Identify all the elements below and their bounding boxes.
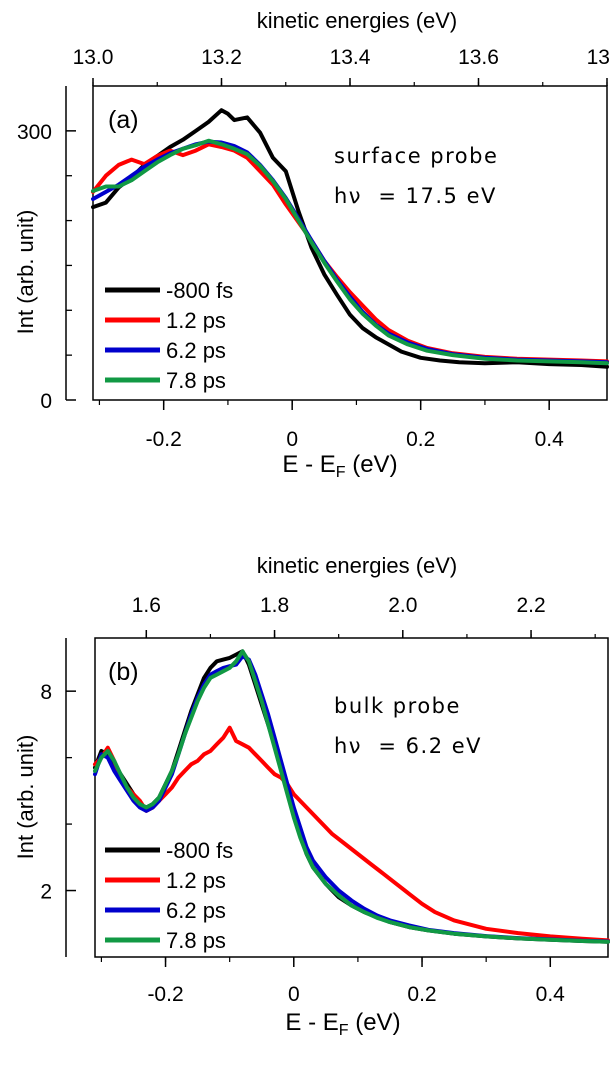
top-tick-label: 13.8 [587,46,611,69]
top-axis-label: kinetic energies (eV) [257,553,458,578]
series-group [91,108,609,369]
plot-frame [94,637,609,958]
plot-frame [92,85,608,401]
x-axis-ticks: -0.2 0 0.2 0.4 [98,400,565,451]
x-tick-label: 0.2 [406,428,435,451]
x-axis-label: E - EF (eV) [282,451,397,481]
legend-label: 1.2 ps [166,868,226,893]
y-axis-ticks: 0 300 [17,121,76,413]
x-axis-label-main: E - E [285,1009,338,1036]
top-axis-label: kinetic energies (eV) [257,8,458,33]
panel-b: kinetic energies (eV) 1.6 1.8 2.0 2.2 28 -0… [13,553,610,1039]
x-tick-label: -0.2 [147,983,183,1006]
panel-a: kinetic energies (eV) 13.0 13.2 13.4 13.6 13… [13,8,611,481]
legend-label: 6.2 ps [166,338,226,363]
x-tick-label: 0.4 [535,428,565,451]
legend: -800 fs 1.2 ps 6.2 ps 7.8 ps [105,278,233,393]
legend-label: -800 fs [166,278,233,303]
y-tick-label: 300 [17,121,52,144]
y-axis-ticks: 28 [40,681,76,904]
annotation-photon-energy: hν = 6.2 eV [334,734,482,758]
annotation-probe: bulk probe [334,694,461,718]
panel-label: (a) [108,106,139,134]
top-tick-label: 2.2 [516,594,545,617]
top-tick-label: 1.8 [260,594,289,617]
x-axis-label-main: E - E [282,451,335,478]
legend-label: 7.8 ps [166,928,226,953]
legend: -800 fs 1.2 ps 6.2 ps 7.8 ps [105,838,233,953]
x-tick-label: 0 [286,428,298,451]
x-axis-label: E - EF (eV) [285,1009,400,1039]
y-tick-label: 2 [40,881,52,904]
legend-label: 1.2 ps [166,308,226,333]
top-axis-ticks: 13.0 13.2 13.4 13.6 13.8 [73,46,611,86]
top-tick-label: 13.0 [73,46,114,69]
legend-label: 7.8 ps [166,368,226,393]
x-axis-ticks: -0.2 0 0.2 0.4 [100,957,566,1006]
x-axis-label-unit: (eV) [349,1009,401,1036]
x-tick-label: 0.2 [407,983,436,1006]
x-axis-label-subscript: F [336,464,346,481]
top-tick-label: 13.2 [201,46,242,69]
x-axis-label-subscript: F [339,1022,349,1039]
series-line-7-8-ps [91,138,609,366]
annotation-photon-energy: hν = 17.5 eV [334,184,497,208]
legend-label: -800 fs [166,838,233,863]
panel-label: (b) [108,658,139,686]
x-tick-label: -0.2 [146,428,182,451]
y-tick-label: 8 [40,681,52,704]
top-tick-label: 2.0 [388,594,417,617]
annotation-probe: surface probe [334,144,498,168]
y-axis-label: Int (arb. unit) [13,210,38,335]
series-line-7-8-ps [93,649,610,944]
x-tick-label: 0 [288,983,300,1006]
y-axis-label: Int (arb. unit) [13,735,38,860]
x-axis-label-unit: (eV) [346,451,398,478]
series-group [93,649,610,944]
x-tick-label: 0.4 [536,983,566,1006]
legend-label: 6.2 ps [166,898,226,923]
top-tick-label: 13.4 [330,46,371,69]
top-tick-label: 1.6 [132,594,161,617]
top-tick-label: 13.6 [458,46,499,69]
top-axis-ticks: 1.6 1.8 2.0 2.2 [132,594,596,638]
y-tick-label: 0 [40,390,52,413]
